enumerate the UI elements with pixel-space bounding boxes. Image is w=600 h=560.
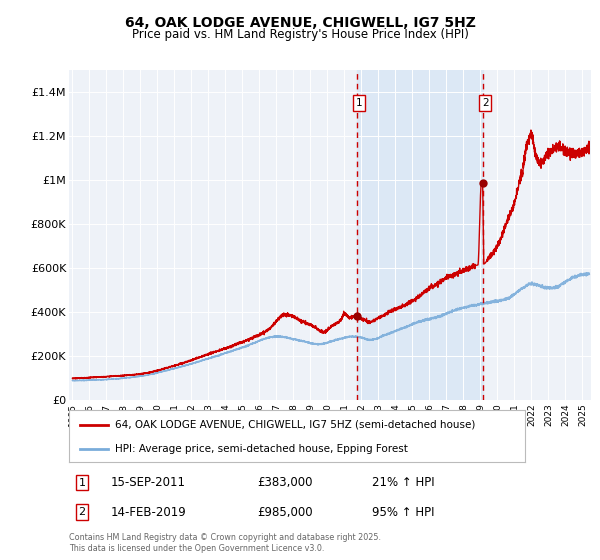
Text: 21% ↑ HPI: 21% ↑ HPI (372, 476, 434, 489)
Text: 15-SEP-2011: 15-SEP-2011 (111, 476, 186, 489)
Text: 64, OAK LODGE AVENUE, CHIGWELL, IG7 5HZ: 64, OAK LODGE AVENUE, CHIGWELL, IG7 5HZ (125, 16, 475, 30)
Text: 2: 2 (79, 507, 86, 517)
Text: 1: 1 (79, 478, 85, 488)
Text: £383,000: £383,000 (257, 476, 313, 489)
Text: 1: 1 (356, 98, 362, 108)
Text: 14-FEB-2019: 14-FEB-2019 (111, 506, 187, 519)
Text: 64, OAK LODGE AVENUE, CHIGWELL, IG7 5HZ (semi-detached house): 64, OAK LODGE AVENUE, CHIGWELL, IG7 5HZ … (115, 420, 475, 430)
Text: 95% ↑ HPI: 95% ↑ HPI (372, 506, 434, 519)
Text: Contains HM Land Registry data © Crown copyright and database right 2025.
This d: Contains HM Land Registry data © Crown c… (69, 533, 381, 553)
Bar (356, 70, 482, 400)
Text: HPI: Average price, semi-detached house, Epping Forest: HPI: Average price, semi-detached house,… (115, 444, 407, 454)
Text: £985,000: £985,000 (257, 506, 313, 519)
Text: Price paid vs. HM Land Registry's House Price Index (HPI): Price paid vs. HM Land Registry's House … (131, 28, 469, 41)
Text: 2: 2 (482, 98, 488, 108)
